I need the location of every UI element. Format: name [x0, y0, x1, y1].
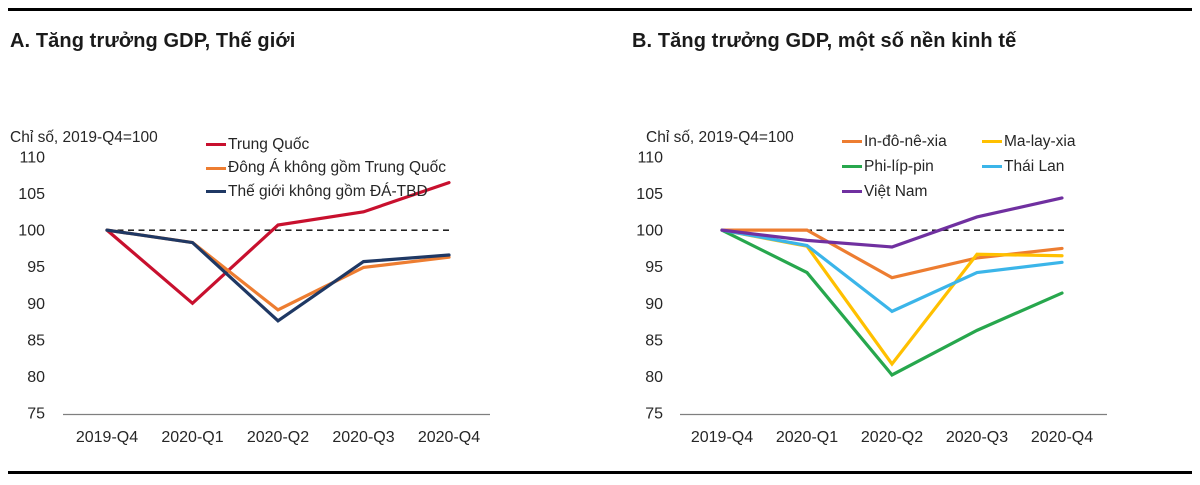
- legend-label: Ma-lay-xia: [1004, 132, 1076, 150]
- legend-swatch-icon: [842, 164, 862, 169]
- legend-swatch-icon: [842, 189, 862, 194]
- series-line--ng-kh-ng-g-m-trung-qu-c: [105, 228, 451, 312]
- y-axis-tick-label: 90: [645, 296, 663, 313]
- x-axis-tick-label: 2019-Q4: [76, 429, 138, 446]
- legend-item: Thế giới không gồm ĐÁ-TBD: [206, 180, 446, 204]
- chart-b-canvas: Chỉ số, 2019-Q4=100 110 105 100 95 90 85 80 75 2…: [632, 30, 1200, 470]
- y-axis-tick-label: 80: [27, 369, 45, 386]
- bottom-rule: [8, 471, 1192, 474]
- legend-swatch-icon: [206, 190, 226, 194]
- chart-a-canvas: Chỉ số, 2019-Q4=100 110 105 100 95 90 85 80 75 2…: [10, 30, 530, 470]
- legend-item: Ma-lay-xia: [982, 129, 1075, 154]
- y-axis-tick-label: 75: [27, 406, 45, 423]
- legend-item: Đông Á không gồm Trung Quốc: [206, 157, 446, 181]
- y-axis-tick-label: 80: [645, 369, 663, 386]
- legend-label: In-đô-nê-xia: [864, 132, 947, 150]
- series-line-trung-qu-c: [105, 181, 451, 306]
- y-axis-tick-label: 105: [18, 186, 45, 203]
- y-axis-tick-label: 110: [19, 150, 45, 167]
- legend-label: Phi-líp-pin: [864, 157, 934, 175]
- legend-swatch-icon: [206, 143, 226, 147]
- legend: In-đô-nê-xia Ma-lay-xia Phi-líp-pin Thái La…: [842, 129, 1075, 204]
- series-line-th-i-lan: [720, 228, 1064, 314]
- y-axis-tick-label: 105: [636, 186, 663, 203]
- x-axis-tick-label: 2020-Q4: [1031, 429, 1093, 446]
- chart-a: A. Tăng trưởng GDP, Thế giới Chỉ số, 201…: [10, 30, 530, 470]
- x-axis-tick-label: 2020-Q3: [332, 429, 394, 446]
- legend-swatch-icon: [842, 139, 862, 144]
- legend-label: Thế giới không gồm ĐÁ-TBD: [228, 182, 428, 200]
- x-axis-tick-label: 2019-Q4: [691, 429, 753, 446]
- x-axis-tick-label: 2020-Q1: [776, 429, 838, 446]
- y-axis-tick-label: 100: [636, 223, 663, 240]
- chart-b: B. Tăng trưởng GDP, một số nền kinh tế C…: [632, 30, 1200, 470]
- legend-swatch-icon: [206, 166, 226, 170]
- legend-item: In-đô-nê-xia: [842, 129, 982, 154]
- x-axis-tick-label: 2020-Q3: [946, 429, 1008, 446]
- legend-item: Việt Nam: [842, 179, 982, 204]
- chart-b-unit-label: Chỉ số, 2019-Q4=100: [646, 129, 794, 146]
- y-axis-tick-label: 95: [645, 259, 663, 276]
- legend-label: Việt Nam: [864, 182, 928, 200]
- series-line-phi-l-p-pin: [720, 228, 1064, 377]
- legend-item: Trung Quốc: [206, 133, 446, 157]
- series-line-th-gi-i-kh-ng-g-m-tbd: [105, 228, 451, 323]
- y-axis-tick-label: 100: [18, 223, 45, 240]
- series-line-vi-t-nam: [720, 196, 1064, 249]
- y-axis-tick-label: 85: [27, 332, 45, 349]
- x-axis-tick-label: 2020-Q1: [161, 429, 223, 446]
- chart-plot-area: 110 105 100 95 90 85 80 75 2019-Q4 2020-Q1 2020-Q2…: [636, 150, 1107, 446]
- legend-label: Thái Lan: [1004, 157, 1065, 175]
- legend-label: Trung Quốc: [228, 135, 310, 153]
- top-rule: [8, 8, 1192, 11]
- x-axis-tick-label: 2020-Q2: [861, 429, 923, 446]
- chart-b-title: B. Tăng trưởng GDP, một số nền kinh tế: [632, 30, 1017, 52]
- legend-swatch-icon: [982, 164, 1002, 169]
- y-axis-tick-label: 95: [27, 259, 45, 276]
- series-line-ma-lay-xia: [720, 228, 1064, 367]
- legend-label: Đông Á không gồm Trung Quốc: [228, 159, 446, 177]
- chart-a-unit-label: Chỉ số, 2019-Q4=100: [10, 129, 158, 146]
- legend: Trung Quốc Đông Á không gồm Trung Quốc Thế…: [206, 133, 446, 204]
- y-axis-tick-label: 85: [645, 332, 663, 349]
- x-axis-tick-label: 2020-Q4: [418, 429, 480, 446]
- y-axis-tick-label: 75: [645, 406, 663, 423]
- y-axis-tick-label: 90: [27, 296, 45, 313]
- legend-swatch-icon: [982, 139, 1002, 144]
- legend-item: Phi-líp-pin: [842, 154, 982, 179]
- chart-plot-area: 110 105 100 95 90 85 80 75 2019-Q4 2020-Q1 2020-Q2…: [18, 150, 490, 446]
- chart-a-title: A. Tăng trưởng GDP, Thế giới: [10, 30, 296, 52]
- x-axis-tick-label: 2020-Q2: [247, 429, 309, 446]
- legend-item: Thái Lan: [982, 154, 1075, 179]
- y-axis-tick-label: 110: [637, 150, 663, 167]
